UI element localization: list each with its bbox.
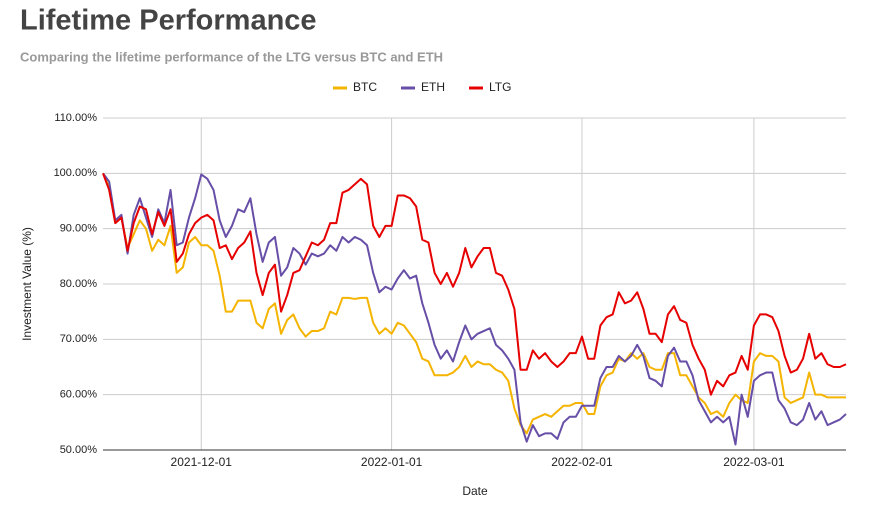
chart-title: Lifetime Performance <box>20 5 317 37</box>
y-tick-label: 50.00% <box>60 444 98 456</box>
x-tick-label: 2022-03-01 <box>723 455 785 469</box>
x-tick-label: 2022-01-01 <box>361 455 423 469</box>
y-tick-label: 110.00% <box>54 112 97 124</box>
y-tick-label: 80.00% <box>60 278 98 290</box>
y-tick-label: 70.00% <box>60 333 98 345</box>
series-line <box>102 172 846 435</box>
y-tick-label: 90.00% <box>60 223 98 235</box>
legend-label: LTG <box>489 80 511 94</box>
y-tick-label: 60.00% <box>60 389 98 401</box>
y-tick-label: 100.00% <box>54 167 98 179</box>
chart-subtitle: Comparing the lifetime performance of th… <box>20 49 443 64</box>
legend-label: BTC <box>353 80 377 94</box>
series-line <box>102 172 847 446</box>
legend-label: ETH <box>421 80 445 94</box>
x-tick-label: 2022-02-01 <box>551 455 613 469</box>
x-tick-label: 2021-12-01 <box>171 455 233 469</box>
series-line <box>102 172 847 396</box>
x-axis-label: Date <box>462 484 488 498</box>
y-axis-label: Investment Value (%) <box>20 227 34 341</box>
